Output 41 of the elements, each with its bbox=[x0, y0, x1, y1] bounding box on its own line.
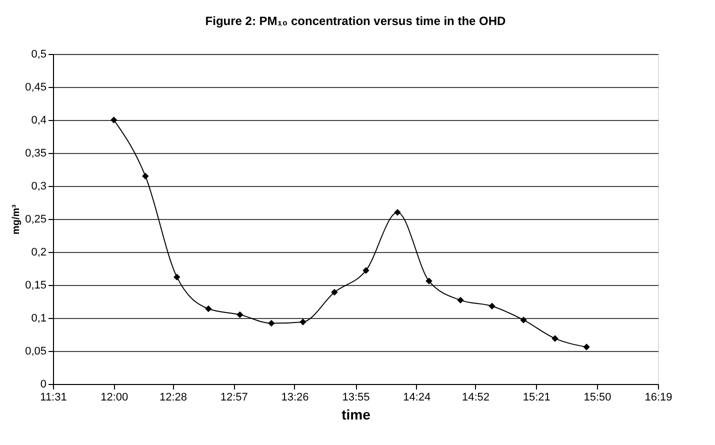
x-tick-label: 12:57 bbox=[220, 392, 248, 404]
x-tick-label: 13:26 bbox=[281, 392, 309, 404]
point bbox=[300, 318, 306, 326]
point bbox=[205, 305, 212, 312]
point bbox=[331, 288, 338, 296]
y-tick-label: 0,35 bbox=[25, 148, 46, 160]
point bbox=[520, 316, 527, 324]
point bbox=[394, 209, 401, 216]
y-tick-label: 0,3 bbox=[31, 180, 46, 192]
point bbox=[268, 320, 275, 327]
x-tick-label: 16:19 bbox=[644, 392, 672, 404]
point bbox=[426, 278, 432, 284]
y-tick-label: 0,4 bbox=[31, 114, 46, 126]
y-tick-label: 0,05 bbox=[25, 346, 46, 358]
y-axis-title: mg/m³ bbox=[11, 204, 22, 234]
x-tick-label: 12:00 bbox=[100, 392, 128, 404]
chart-title: Figure 2: PM₁₀ concentration versus time in the OHD bbox=[205, 14, 506, 28]
point bbox=[488, 302, 496, 310]
x-axis-title: time bbox=[342, 406, 371, 422]
x-tick-label: 12:28 bbox=[159, 392, 188, 404]
x-tick-label: 15:50 bbox=[584, 392, 612, 404]
point bbox=[236, 311, 244, 318]
y-tick-label: 0,45 bbox=[25, 82, 46, 94]
point bbox=[174, 274, 180, 280]
x-tick-label: 15:21 bbox=[522, 392, 550, 404]
y-tick-label: 0,5 bbox=[31, 48, 46, 60]
point bbox=[362, 267, 370, 274]
y-tick-label: 0,2 bbox=[31, 246, 46, 258]
point bbox=[583, 344, 590, 350]
y-tick-label: 0,1 bbox=[31, 312, 46, 324]
point bbox=[457, 296, 464, 304]
point bbox=[552, 335, 558, 342]
x-tick-label: 14:24 bbox=[403, 392, 431, 404]
y-tick-label: 0 bbox=[40, 378, 46, 390]
point bbox=[110, 116, 118, 124]
point bbox=[142, 172, 149, 180]
x-tick-label: 11:31 bbox=[40, 392, 67, 404]
y-tick-label: 0,25 bbox=[25, 214, 46, 226]
x-tick-label: 13:55 bbox=[342, 392, 370, 404]
x-tick-label: 14:52 bbox=[462, 392, 490, 404]
y-tick-label: 0,15 bbox=[25, 280, 46, 292]
